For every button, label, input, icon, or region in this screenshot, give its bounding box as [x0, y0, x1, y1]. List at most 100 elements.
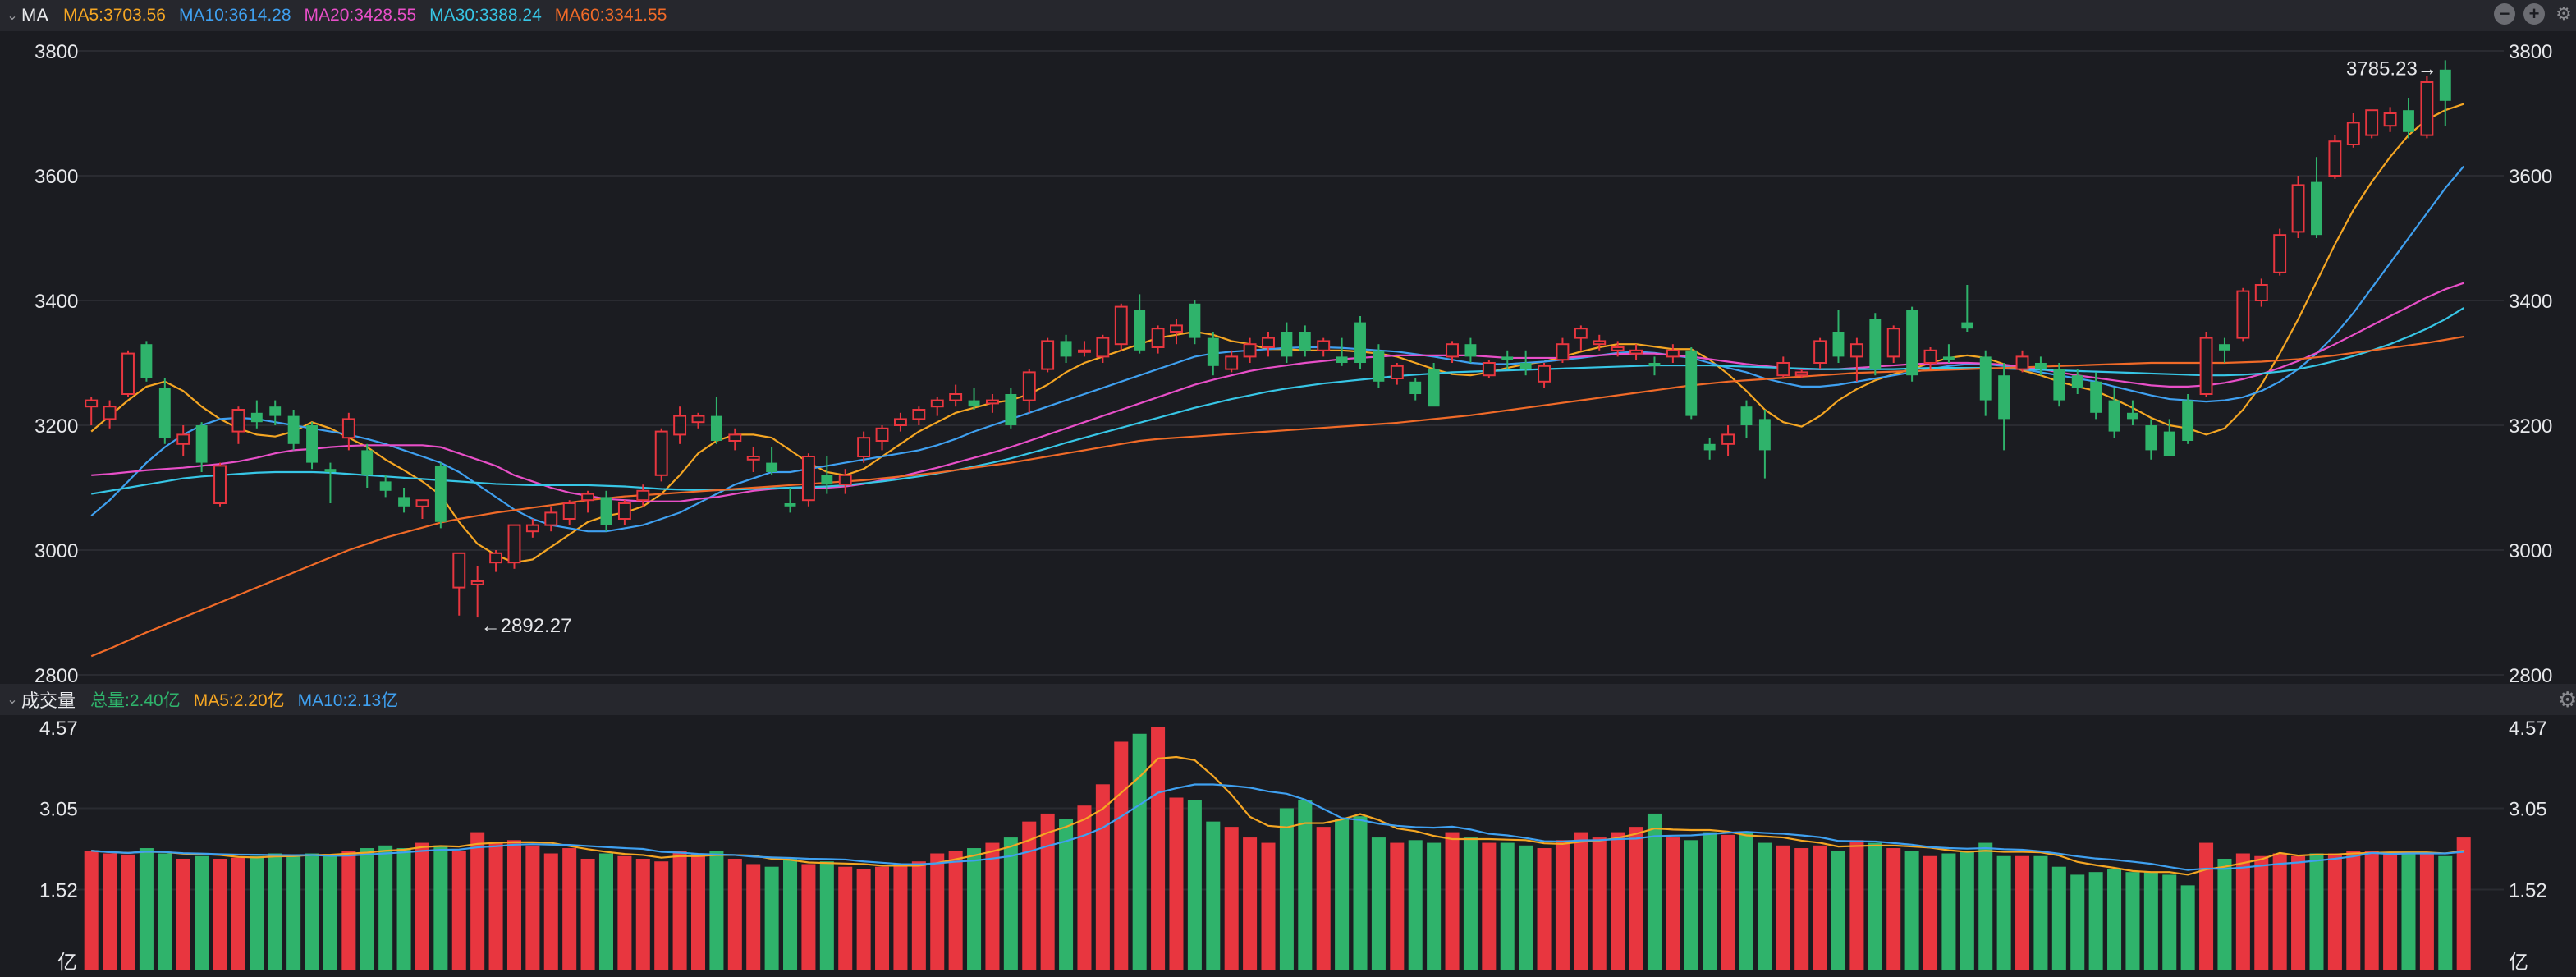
y-tick-label-left: 3400	[34, 291, 78, 313]
volume-bar	[415, 842, 429, 970]
candle-body	[1886, 328, 1900, 358]
volume-bar	[1114, 741, 1129, 970]
volume-bar	[1647, 813, 1662, 970]
volume-tick-label-right: 1.52	[2509, 880, 2547, 902]
candle-body	[1685, 350, 1698, 416]
volume-bar	[856, 869, 871, 970]
chevron-down-icon[interactable]: ⌄	[7, 693, 18, 707]
candle-body	[2053, 369, 2065, 401]
volume-bar	[1703, 832, 1717, 970]
volume-bar	[1923, 855, 1938, 970]
candle-body	[1794, 371, 1808, 377]
volume-bar	[103, 853, 117, 970]
volume-bar	[1500, 842, 1515, 970]
volume-chart-header: ⌄ 成交量 总量:2.40亿 MA5:2.20亿 MA10:2.13亿	[0, 684, 2576, 715]
volume-bar	[1408, 840, 1423, 970]
volume-tick-label-left: 4.57	[39, 718, 78, 740]
candle-body	[2182, 400, 2194, 441]
y-tick-label-right: 3800	[2509, 41, 2552, 63]
volume-ma-line-ma5	[91, 755, 2464, 876]
candle-body	[691, 415, 705, 424]
chevron-down-icon[interactable]: ⌄	[7, 9, 18, 23]
y-tick-label-right: 3200	[2509, 415, 2552, 438]
candle-body	[1151, 328, 1165, 349]
volume-tick-label-right: 4.57	[2509, 718, 2547, 740]
volume-bar	[1243, 837, 1258, 970]
candle-body	[1464, 344, 1477, 357]
settings-gear-icon[interactable]: ⚙	[2558, 688, 2576, 711]
candle-body	[158, 388, 171, 438]
volume-bar	[1519, 845, 1533, 970]
candle-body	[2163, 431, 2175, 456]
volume-bar	[948, 851, 963, 970]
volume-tick-label-right: 3.05	[2509, 798, 2547, 820]
y-tick-label-right: 3400	[2509, 291, 2552, 313]
candle-body	[636, 489, 650, 502]
candle-body	[306, 425, 318, 463]
candle-body	[103, 406, 117, 420]
candle-body	[525, 524, 539, 533]
candle-body	[2071, 375, 2083, 388]
volume-bar	[139, 848, 154, 970]
volume-bar	[911, 861, 926, 970]
volume-bar	[1445, 832, 1460, 970]
volume-bar	[2051, 866, 2066, 970]
candle-body	[1336, 356, 1348, 363]
y-tick-label-left: 3800	[34, 41, 78, 63]
candle-body	[784, 503, 796, 507]
volume-bar	[562, 848, 577, 970]
candle-body	[1666, 349, 1680, 358]
minus-circle-icon[interactable]: −	[2494, 3, 2515, 25]
candle-body	[231, 409, 245, 433]
y-tick-label-right: 3600	[2509, 166, 2552, 188]
volume-bar	[838, 866, 853, 970]
volume-unit-right: 亿	[2509, 952, 2528, 974]
volume-bar	[1758, 842, 1772, 970]
candle-body	[2145, 425, 2157, 451]
candle-body	[1813, 340, 1827, 364]
candle-body	[930, 399, 944, 408]
volume-bar	[1813, 845, 1827, 970]
candle-body	[1041, 340, 1055, 370]
volume-tick-label-left: 1.52	[39, 880, 78, 902]
candle-body	[1225, 355, 1239, 370]
volume-bar	[2383, 853, 2398, 970]
candle-body	[1446, 343, 1459, 358]
settings-gear-icon[interactable]: ⚙	[2555, 3, 2572, 24]
volume-bar	[617, 855, 632, 970]
volume-bar	[1611, 832, 1625, 970]
candle-body	[250, 412, 263, 423]
candle-body	[654, 430, 668, 476]
volume-bar	[1684, 840, 1698, 970]
candle-body	[1776, 362, 1790, 377]
candle-body	[710, 415, 722, 441]
volume-bar	[1629, 827, 1643, 970]
volume-tick-label-left: 3.05	[39, 798, 78, 820]
volume-bar	[1555, 840, 1570, 970]
candle-body	[1593, 340, 1607, 346]
volume-bar	[2217, 858, 2232, 970]
candle-body	[140, 344, 153, 378]
volume-bar	[341, 851, 356, 970]
volume-bar	[433, 845, 448, 970]
volume-bar	[1095, 784, 1110, 970]
volume-bar	[231, 857, 245, 970]
plus-circle-icon[interactable]: +	[2523, 3, 2545, 25]
volume-bar	[2107, 869, 2122, 970]
candle-body	[1519, 363, 1532, 369]
volume-bar	[2272, 853, 2287, 970]
candle-body	[2108, 400, 2120, 432]
volume-bar	[305, 853, 319, 970]
volume-bar	[1371, 837, 1386, 970]
candle-body	[2311, 181, 2322, 236]
candle-body	[85, 399, 99, 408]
candle-body	[1538, 365, 1551, 383]
candle-body	[1574, 328, 1588, 339]
y-tick-label-left: 3200	[34, 415, 78, 438]
candle-body	[1409, 381, 1422, 394]
candle-body	[1556, 343, 1570, 361]
volume-bar	[672, 851, 687, 970]
volume-bar	[2235, 853, 2250, 970]
candle-body	[1703, 443, 1716, 451]
